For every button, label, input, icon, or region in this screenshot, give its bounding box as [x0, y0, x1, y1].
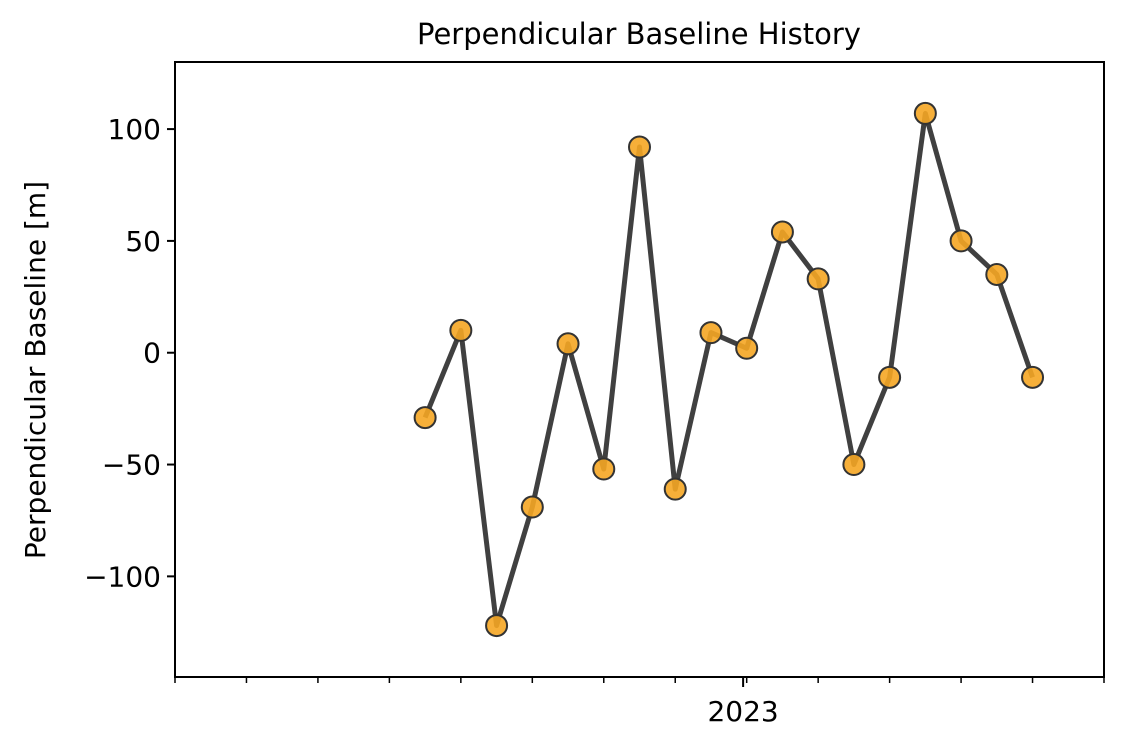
y-tick-label: −100: [84, 560, 161, 593]
x-axis-ticks: 2023: [174, 677, 1105, 728]
data-point: [806, 267, 830, 291]
data-point: [913, 101, 937, 125]
data-point: [699, 321, 723, 345]
series-line: [422, 110, 1035, 629]
data-point: [449, 318, 473, 342]
plot-frame: [174, 61, 1105, 678]
y-tick-label: 0: [143, 337, 161, 370]
series-baseline: [413, 101, 1045, 638]
data-point: [985, 262, 1009, 286]
data-point: [628, 135, 651, 159]
y-axis-label: Perpendicular Baseline [m]: [19, 181, 52, 559]
y-tick-label: 50: [125, 225, 161, 258]
data-point: [663, 477, 687, 501]
data-point: [735, 336, 759, 360]
data-point: [878, 365, 902, 389]
y-tick-label: −50: [102, 449, 161, 482]
data-point: [1021, 365, 1045, 389]
data-point: [413, 406, 437, 430]
data-point: [770, 220, 794, 244]
y-tick-label: 100: [108, 113, 161, 146]
data-point: [520, 495, 544, 519]
chart-title: Perpendicular Baseline History: [417, 17, 861, 51]
data-point: [842, 453, 866, 477]
data-point: [485, 614, 509, 638]
data-point: [949, 229, 973, 253]
y-axis-ticks: −100 −50 0 50 100: [84, 113, 175, 593]
data-point: [592, 457, 616, 481]
x-tick-label: 2023: [707, 695, 778, 728]
data-point: [556, 332, 580, 356]
